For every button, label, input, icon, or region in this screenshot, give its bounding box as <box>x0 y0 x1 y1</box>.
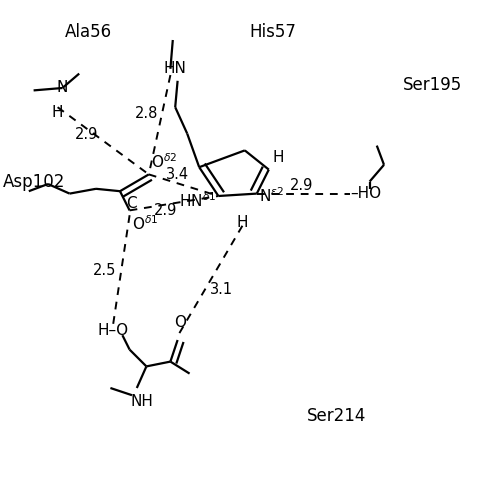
Text: N$^{\varepsilon2}$: N$^{\varepsilon2}$ <box>259 186 284 205</box>
Text: H: H <box>237 215 248 230</box>
Text: H: H <box>273 150 284 165</box>
Text: Asp102: Asp102 <box>2 173 65 191</box>
Text: H: H <box>52 105 63 120</box>
Text: 2.9: 2.9 <box>290 178 313 193</box>
Text: 3.1: 3.1 <box>210 282 233 297</box>
Text: O: O <box>174 315 186 330</box>
Text: 2.9: 2.9 <box>75 127 98 142</box>
Text: Ser214: Ser214 <box>307 407 367 425</box>
Text: HN$^{\delta1}$: HN$^{\delta1}$ <box>179 191 216 210</box>
Text: 3.4: 3.4 <box>166 167 189 182</box>
Text: Ala56: Ala56 <box>65 23 112 41</box>
Text: H–O: H–O <box>97 323 128 338</box>
Text: C: C <box>126 196 136 211</box>
Text: 2.9: 2.9 <box>154 203 177 218</box>
Text: 2.8: 2.8 <box>135 106 158 121</box>
Text: His57: His57 <box>250 23 297 41</box>
Text: Ser195: Ser195 <box>403 76 462 94</box>
Text: HN: HN <box>164 61 187 76</box>
Text: O$^{\delta2}$: O$^{\delta2}$ <box>151 152 177 171</box>
Text: 2.5: 2.5 <box>93 263 116 278</box>
Text: O$^{\delta1}$: O$^{\delta1}$ <box>132 214 158 233</box>
Text: –HO: –HO <box>350 186 382 201</box>
Text: N: N <box>57 81 68 96</box>
Text: NH: NH <box>130 394 153 409</box>
